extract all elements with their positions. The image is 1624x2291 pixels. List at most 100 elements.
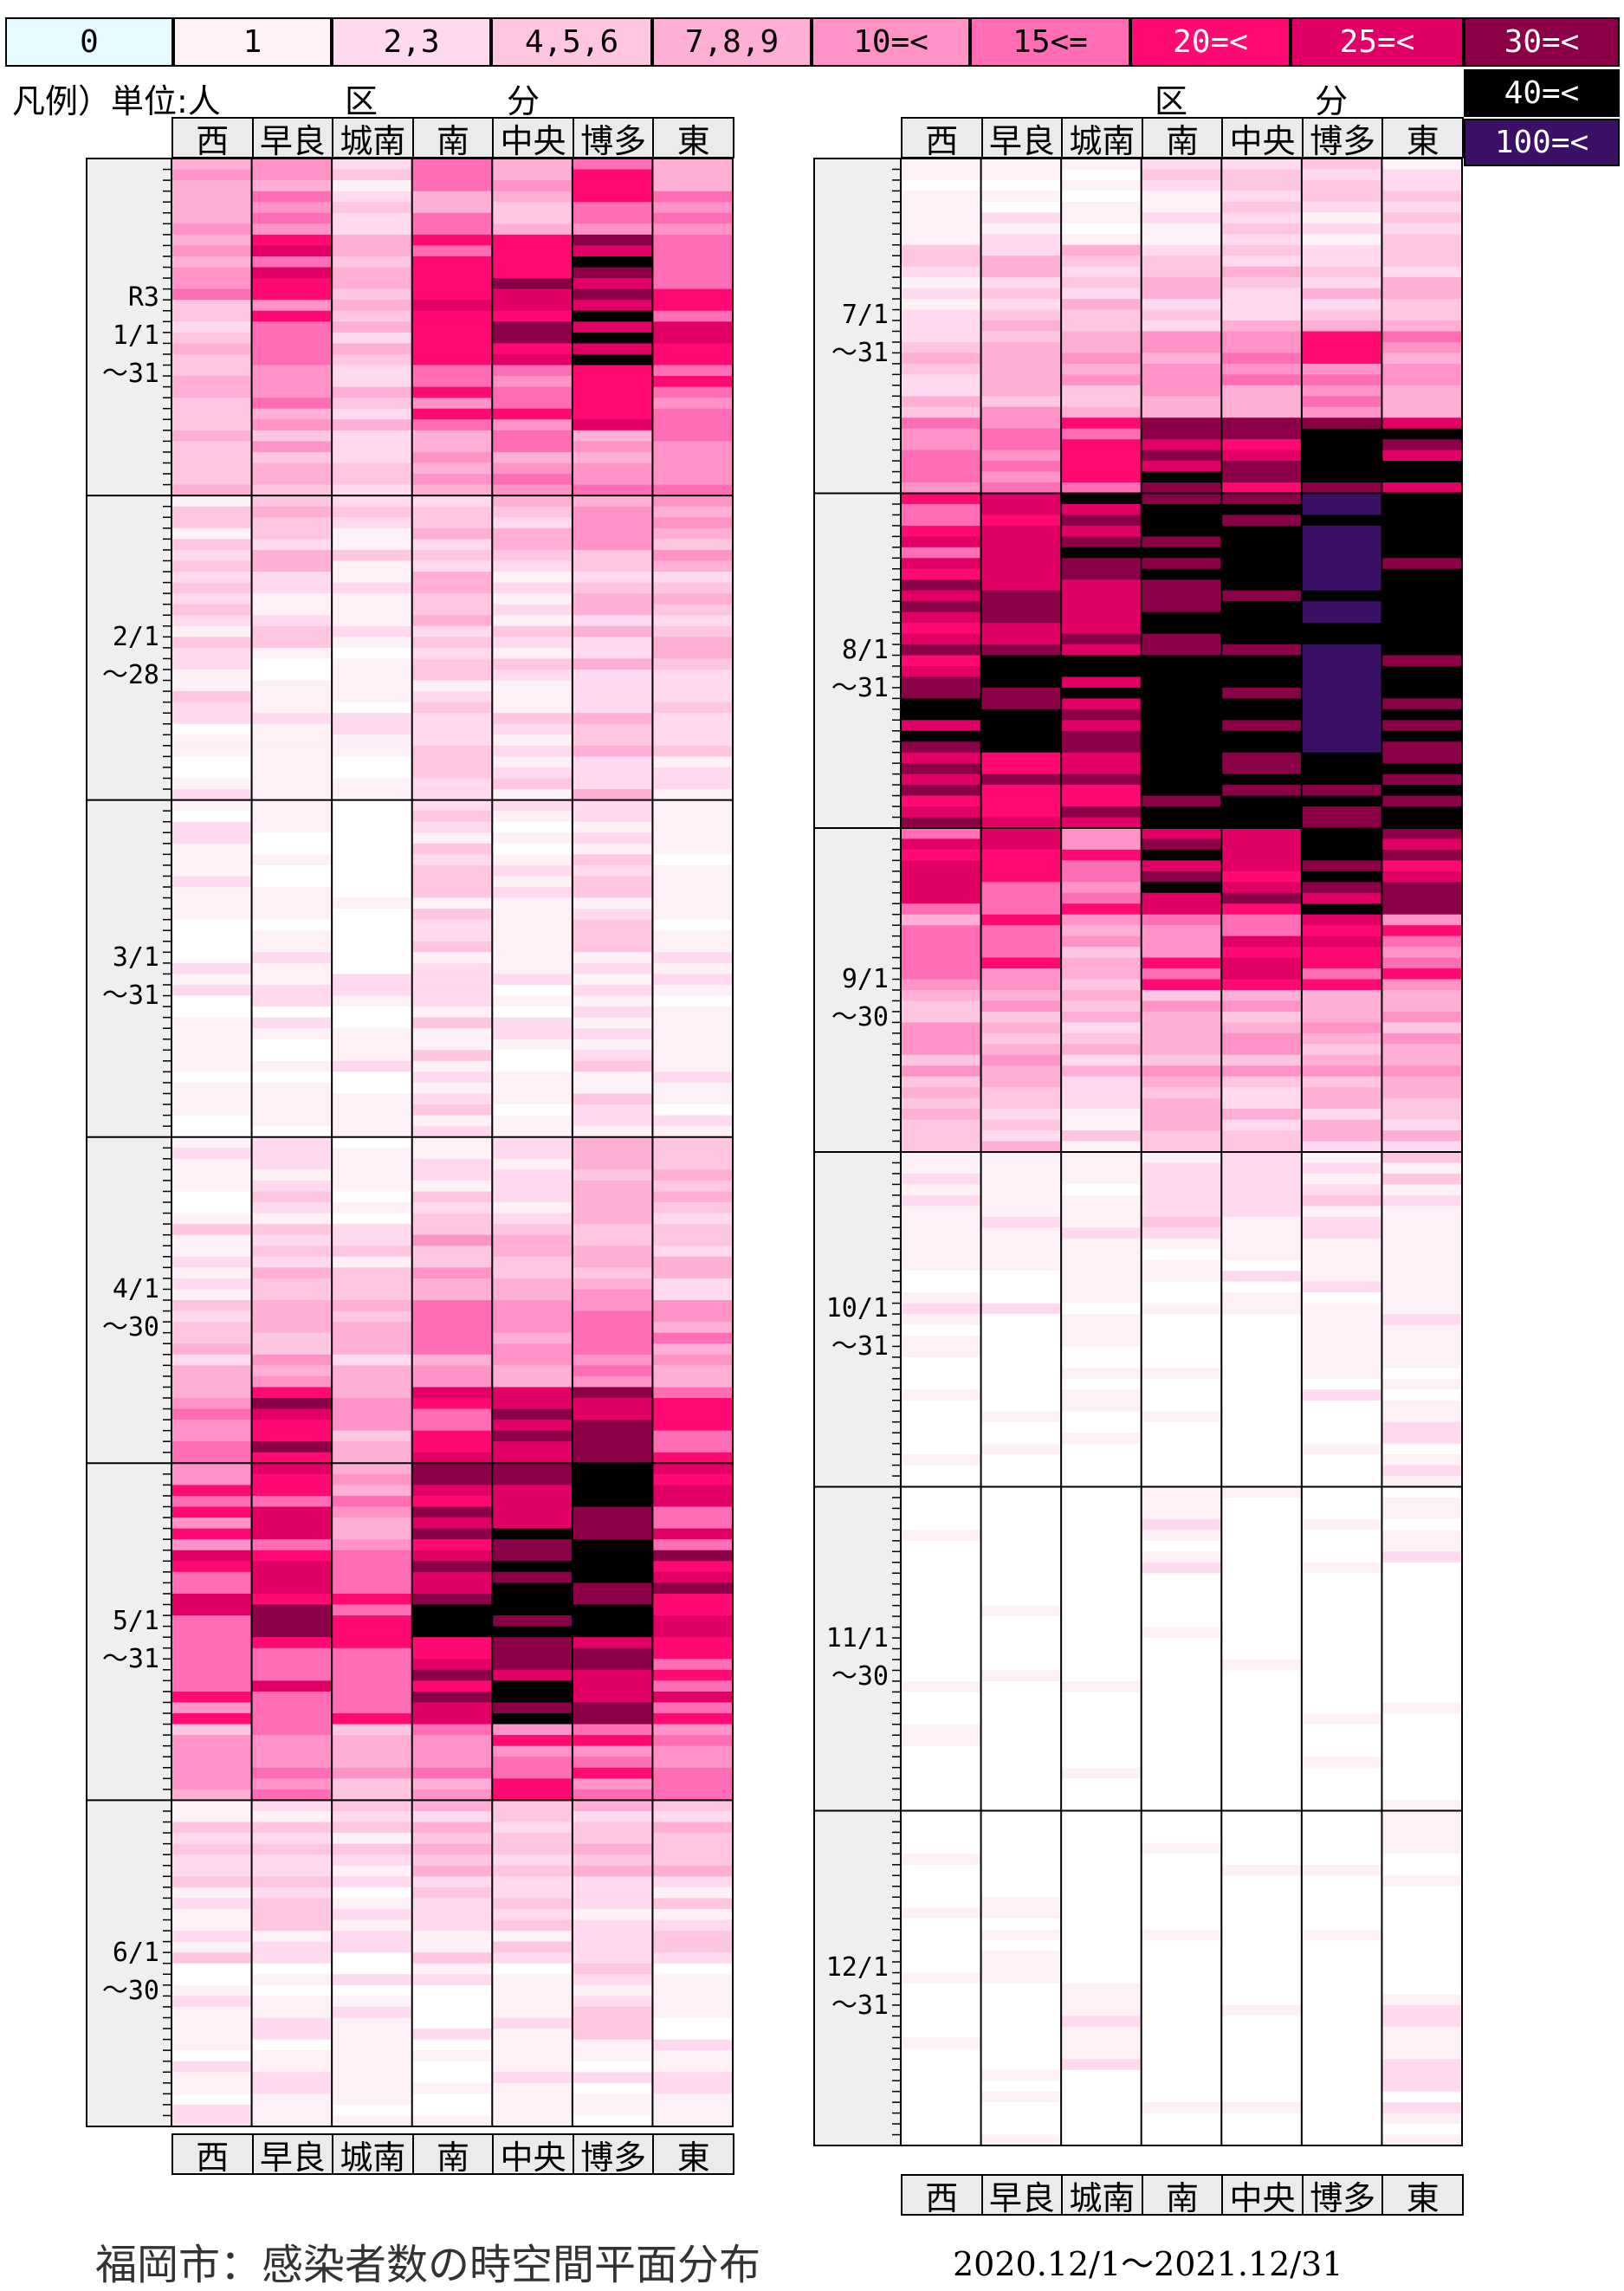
heat-cell-2021-12-26-西 — [901, 2081, 982, 2093]
heat-cell-2021-12-1-早良 — [980, 1810, 1062, 1822]
heat-cell-2021-08-28-西 — [901, 785, 982, 797]
heat-cell-2021-02-17-東 — [652, 669, 734, 682]
heat-cell-2021-12-5-城南 — [1061, 1854, 1142, 1866]
heat-cell-2021-09-13-城南 — [1061, 957, 1142, 969]
heat-cell-2021-06-13-東 — [652, 1931, 734, 1943]
heat-cell-2021-03-26-西 — [171, 1071, 253, 1084]
heat-cell-2021-12-9-早良 — [980, 1897, 1062, 1909]
heat-cell-2021-03-12-西 — [171, 919, 253, 931]
heat-cell-2021-05-11-城南 — [332, 1571, 413, 1583]
heat-cell-2021-01-30-城南 — [332, 474, 413, 486]
heat-cell-2021-05-22-城南 — [332, 1691, 413, 1703]
heat-cell-2021-11-24-中央 — [1221, 1735, 1303, 1747]
heat-cell-2021-07-2-博多 — [1301, 169, 1382, 181]
heat-cell-2021-06-26-城南 — [332, 2072, 413, 2084]
heat-cell-2021-02-25-城南 — [332, 756, 413, 768]
heat-cell-2021-10-9-西 — [901, 1238, 982, 1250]
heat-cell-2021-02-22-早良 — [251, 723, 333, 735]
heat-cell-2021-12-1-西 — [901, 1810, 982, 1822]
heat-cell-2021-02-2-博多 — [572, 506, 653, 518]
heat-cell-2021-08-10-南 — [1141, 590, 1222, 602]
heat-cell-2021-06-26-博多 — [572, 2072, 653, 2084]
heat-cell-2021-03-2-早良 — [251, 811, 333, 823]
heat-cell-2021-05-4-城南 — [332, 1495, 413, 1508]
heat-cell-2021-06-17-東 — [652, 1974, 734, 1986]
heat-cell-2021-02-11-東 — [652, 604, 734, 616]
heat-cell-2021-11-8-東 — [1381, 1562, 1463, 1574]
heat-cell-2021-11-16-中央 — [1221, 1648, 1303, 1660]
heat-cell-2021-07-4-城南 — [1061, 191, 1142, 203]
heat-cell-2021-07-25-城南 — [1061, 417, 1142, 430]
heat-cell-2021-11-26-南 — [1141, 1757, 1222, 1769]
heat-cell-2021-01-18-東 — [652, 343, 734, 355]
heat-cell-2021-07-17-南 — [1141, 331, 1222, 343]
heat-cell-2021-04-13-西 — [171, 1267, 253, 1279]
heat-cell-2021-03-15-南 — [411, 952, 493, 964]
heat-cell-2021-04-27-早良 — [251, 1420, 333, 1432]
heat-cell-2021-02-14-東 — [652, 637, 734, 649]
heat-cell-2021-07-27-中央 — [1221, 439, 1303, 451]
heat-cell-2021-08-8-早良 — [980, 568, 1062, 580]
legend-cell-2: 2,3 — [332, 17, 491, 67]
heat-cell-2021-06-23-博多 — [572, 2039, 653, 2051]
heat-cell-2021-06-3-中央 — [492, 1822, 573, 1834]
heat-cell-2021-11-4-南 — [1141, 1518, 1222, 1531]
heat-cell-2021-06-9-西 — [171, 1887, 253, 1899]
heat-cell-2021-08-26-東 — [1381, 763, 1463, 775]
heat-cell-2021-10-30-城南 — [1061, 1465, 1142, 1477]
heat-cell-2021-09-10-南 — [1141, 925, 1222, 937]
heat-cell-2021-07-19-西 — [901, 353, 982, 365]
heat-cell-2021-04-9-中央 — [492, 1224, 573, 1236]
heat-cell-2021-12-5-西 — [901, 1854, 982, 1866]
heat-cell-2021-07-31-早良 — [980, 482, 1062, 494]
heat-cell-2021-07-9-博多 — [1301, 244, 1382, 256]
heat-cell-2021-01-30-西 — [171, 474, 253, 486]
heat-cell-2021-04-26-南 — [411, 1408, 493, 1421]
heat-cell-2021-09-11-城南 — [1061, 935, 1142, 948]
heat-cell-2021-11-1-城南 — [1061, 1486, 1142, 1498]
heat-cell-2021-03-21-中央 — [492, 1017, 573, 1029]
heat-cell-2021-01-20-南 — [411, 365, 493, 377]
heat-cell-2021-09-4-西 — [901, 860, 982, 872]
heat-cell-2021-02-24-早良 — [251, 745, 333, 757]
heat-cell-2021-12-4-南 — [1141, 1842, 1222, 1854]
heat-cell-2021-03-14-中央 — [492, 941, 573, 953]
heat-cell-2021-07-22-西 — [901, 385, 982, 397]
heat-cell-2021-06-13-城南 — [332, 1931, 413, 1943]
heat-cell-2021-10-1-西 — [901, 1152, 982, 1163]
heat-cell-2021-04-5-城南 — [332, 1180, 413, 1192]
heat-cell-2021-07-28-城南 — [1061, 450, 1142, 462]
heat-cell-2021-01-16-西 — [171, 321, 253, 333]
heat-cell-2021-04-1-早良 — [251, 1136, 333, 1149]
heat-cell-2021-10-9-中央 — [1221, 1238, 1303, 1250]
heat-cell-2021-11-3-早良 — [980, 1508, 1062, 1520]
heat-cell-2021-07-5-早良 — [980, 201, 1062, 213]
heat-cell-2021-03-6-早良 — [251, 854, 333, 866]
heat-cell-2021-07-14-早良 — [980, 299, 1062, 311]
heat-cell-2021-05-2-城南 — [332, 1473, 413, 1485]
heat-cell-2021-12-31-西 — [901, 2134, 982, 2146]
heat-cell-2021-07-17-城南 — [1061, 331, 1142, 343]
heat-cell-2021-01-11-中央 — [492, 267, 573, 279]
heat-cell-2021-02-18-早良 — [251, 680, 333, 692]
heat-cell-2021-05-12-南 — [411, 1582, 493, 1595]
heat-cell-2021-06-12-東 — [652, 1919, 734, 1932]
heat-cell-2021-07-27-南 — [1141, 439, 1222, 451]
heat-cell-2021-08-3-西 — [901, 515, 982, 527]
heat-cell-2021-05-3-中央 — [492, 1485, 573, 1497]
heat-cell-2021-04-17-西 — [171, 1311, 253, 1323]
heat-cell-2021-03-23-中央 — [492, 1039, 573, 1051]
heat-cell-2021-01-18-早良 — [251, 343, 333, 355]
heat-cell-2021-06-23-西 — [171, 2039, 253, 2051]
heat-cell-2021-08-26-南 — [1141, 763, 1222, 775]
heat-cell-2021-04-9-南 — [411, 1224, 493, 1236]
heat-cell-2021-05-22-早良 — [251, 1691, 333, 1703]
heat-cell-2021-10-22-城南 — [1061, 1378, 1142, 1390]
heat-cell-2021-02-16-東 — [652, 658, 734, 670]
heat-cell-2021-05-5-城南 — [332, 1506, 413, 1518]
heat-cell-2021-07-10-中央 — [1221, 256, 1303, 268]
heat-cell-2021-06-6-東 — [652, 1854, 734, 1867]
heat-cell-2021-05-4-南 — [411, 1495, 493, 1508]
heat-cell-2021-04-4-西 — [171, 1169, 253, 1181]
heat-cell-2021-04-2-城南 — [332, 1148, 413, 1160]
